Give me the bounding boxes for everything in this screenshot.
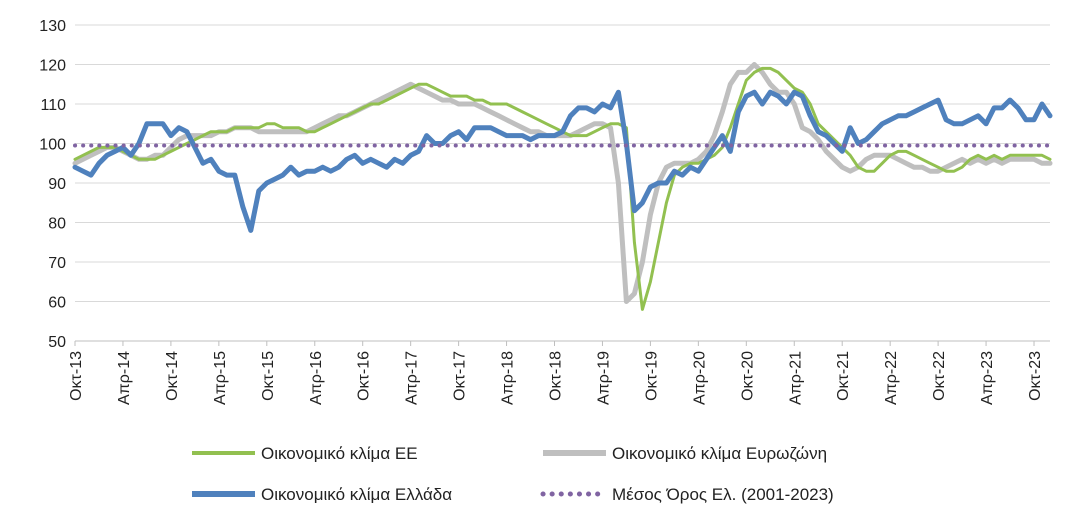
x-tick-label: Οκτ-23 bbox=[1027, 351, 1044, 401]
y-axis-ticks: 50 60 70 80 90 100 110 120 130 bbox=[39, 18, 66, 351]
x-tick-label: Απρ-16 bbox=[308, 351, 325, 405]
legend-label-eu: Οικονομικό κλίμα ΕΕ bbox=[261, 444, 418, 463]
x-tick-label: Οκτ-20 bbox=[739, 351, 756, 401]
y-tick-label: 120 bbox=[39, 58, 66, 75]
series-line-eu bbox=[73, 66, 1052, 311]
series-line-gr bbox=[72, 89, 1053, 233]
x-axis-ticks: Οκτ-13 Απρ-14 Οκτ-14 Απρ-15 Οκτ-15 Απρ-16 Οκτ-… bbox=[68, 341, 1076, 405]
x-tick-label: Οκτ-22 bbox=[931, 351, 948, 401]
y-tick-label: 70 bbox=[48, 255, 66, 272]
x-tick-label: Οκτ-21 bbox=[835, 351, 852, 401]
x-tick-label: Απρ-21 bbox=[787, 351, 804, 405]
x-tick-label: Οκτ-15 bbox=[260, 351, 277, 401]
legend-label-avg: Μέσος Όρος Ελ. (2001-2023) bbox=[612, 485, 834, 504]
legend-item-gr: Οικονομικό κλίμα Ελλάδα bbox=[192, 485, 452, 504]
legend: Οικονομικό κλίμα ΕΕ Οικονομικό κλίμα Ευρ… bbox=[192, 444, 834, 504]
legend-label-ez: Οικονομικό κλίμα Ευρωζώνη bbox=[612, 444, 827, 463]
legend-item-avg: Μέσος Όρος Ελ. (2001-2023) bbox=[540, 485, 834, 504]
x-tick-label: Απρ-22 bbox=[883, 351, 900, 405]
legend-item-eu: Οικονομικό κλίμα ΕΕ bbox=[192, 444, 418, 463]
x-tick-label: Οκτ-18 bbox=[548, 351, 565, 401]
x-tick-label: Απρ-19 bbox=[595, 351, 612, 405]
x-tick-label: Απρ-15 bbox=[212, 351, 229, 405]
y-tick-label: 50 bbox=[48, 334, 66, 351]
x-tick-label: Οκτ-19 bbox=[643, 351, 660, 401]
y-tick-label: 110 bbox=[40, 97, 66, 114]
y-tick-label: 90 bbox=[48, 176, 66, 193]
x-tick-label: Απρ-18 bbox=[500, 351, 517, 405]
legend-label-gr: Οικονομικό κλίμα Ελλάδα bbox=[261, 485, 452, 504]
legend-item-ez: Οικονομικό κλίμα Ευρωζώνη bbox=[543, 444, 827, 463]
x-tick-label: Οκτ-17 bbox=[452, 351, 469, 401]
x-tick-label: Απρ-23 bbox=[979, 351, 996, 405]
series-lines bbox=[72, 62, 1053, 311]
y-tick-label: 80 bbox=[48, 216, 66, 233]
x-tick-label: Απρ-14 bbox=[116, 351, 133, 405]
x-tick-label: Οκτ-14 bbox=[164, 351, 181, 401]
x-tick-label: Απρ-24 bbox=[1075, 351, 1076, 405]
y-tick-label: 60 bbox=[48, 295, 66, 312]
y-tick-label: 130 bbox=[39, 18, 66, 35]
y-tick-label: 100 bbox=[39, 137, 66, 154]
x-tick-label: Απρ-17 bbox=[404, 351, 421, 405]
x-tick-label: Οκτ-16 bbox=[356, 351, 373, 401]
x-tick-label: Οκτ-13 bbox=[68, 351, 85, 401]
x-tick-label: Απρ-20 bbox=[691, 351, 708, 405]
